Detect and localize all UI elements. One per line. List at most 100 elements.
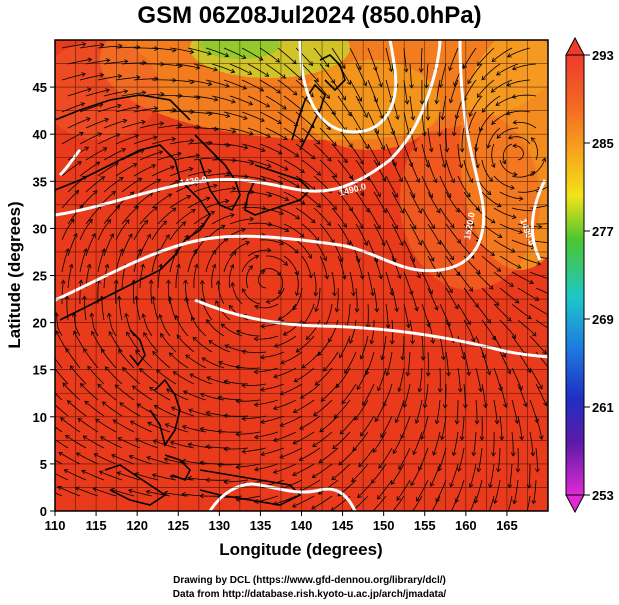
- streamline-arrowhead: [364, 144, 369, 150]
- streamline-arrowhead: [248, 101, 254, 106]
- streamline-arrowhead: [519, 435, 524, 441]
- streamline: [242, 383, 267, 386]
- streamline-arrowhead: [490, 251, 495, 256]
- streamline-arrowhead: [491, 57, 497, 62]
- streamline-arrowhead: [299, 394, 305, 399]
- streamline: [61, 43, 86, 49]
- streamline: [355, 287, 358, 313]
- streamline: [433, 431, 441, 456]
- streamline: [67, 264, 73, 289]
- streamline: [427, 191, 441, 214]
- streamline: [273, 399, 297, 410]
- streamline-arrowhead: [310, 218, 316, 224]
- streamline: [427, 223, 442, 245]
- streamline: [84, 400, 105, 417]
- streamline: [445, 127, 448, 152]
- streamline-arrowhead: [260, 323, 265, 329]
- streamline: [193, 211, 215, 225]
- streamline: [67, 400, 87, 417]
- streamline-arrowhead: [444, 148, 450, 153]
- streamline-arrowhead: [186, 194, 192, 200]
- streamline: [139, 264, 144, 289]
- streamline: [517, 415, 523, 440]
- streamline: [349, 79, 362, 102]
- streamline: [499, 159, 518, 176]
- streamline: [409, 287, 418, 312]
- streamline-arrowhead: [272, 405, 278, 411]
- streamline: [463, 47, 477, 69]
- streamline-arrowhead: [215, 300, 220, 305]
- streamline: [93, 487, 117, 497]
- streamline-arrowhead: [324, 274, 330, 280]
- streamline: [242, 288, 261, 305]
- colorbar: 293 285 277 269 261 253: [565, 36, 614, 514]
- streamline-arrowhead: [124, 59, 129, 64]
- streamline-arrowhead: [151, 473, 157, 478]
- streamline-arrowhead: [260, 270, 266, 275]
- streamline-arrowhead: [351, 477, 356, 483]
- streamline-arrowhead: [241, 349, 247, 355]
- streamline: [385, 271, 393, 296]
- streamline: [229, 95, 253, 105]
- streamline-arrowhead: [226, 142, 231, 148]
- streamline-arrowhead: [228, 304, 234, 310]
- streamline: [511, 207, 536, 212]
- streamline-arrowhead: [348, 174, 354, 180]
- streamline-arrowhead: [163, 490, 169, 496]
- streamline: [57, 486, 81, 497]
- streamline-arrowhead: [188, 167, 194, 172]
- streamline: [121, 121, 146, 129]
- streamline: [398, 367, 405, 392]
- streamline-arrowhead: [322, 256, 328, 262]
- streamline: [79, 132, 102, 145]
- streamline-arrowhead: [73, 330, 78, 336]
- streamline: [277, 111, 298, 127]
- streamline-arrowhead: [64, 434, 70, 440]
- streamline: [370, 320, 375, 344]
- streamline-arrowhead: [515, 468, 521, 473]
- streamline-arrowhead: [60, 279, 66, 284]
- streamline: [60, 417, 81, 433]
- streamline: [469, 95, 483, 117]
- streamline: [467, 63, 483, 84]
- streamline-arrowhead: [249, 160, 255, 166]
- streamline: [75, 487, 99, 497]
- streamline: [295, 207, 316, 223]
- streamline-arrowhead: [211, 263, 217, 269]
- streamline: [493, 303, 512, 322]
- streamline: [55, 473, 69, 481]
- streamline-arrowhead: [534, 296, 540, 301]
- streamline: [349, 47, 362, 70]
- streamline-arrowhead: [57, 485, 62, 491]
- streamline: [421, 175, 433, 198]
- streamline-arrowhead: [490, 88, 496, 93]
- streamline-arrowhead: [372, 448, 377, 453]
- streamline-arrowhead: [350, 508, 353, 511]
- streamline-arrowhead: [467, 79, 472, 85]
- streamline: [64, 469, 87, 481]
- streamline: [135, 438, 159, 449]
- streamline: [142, 313, 153, 337]
- streamline: [301, 127, 321, 145]
- streamline-arrowhead: [249, 216, 255, 222]
- streamline-arrowhead: [412, 224, 417, 230]
- streamline-arrowhead: [316, 171, 322, 176]
- streamline-arrowhead: [86, 263, 92, 269]
- streamline-arrowhead: [332, 444, 337, 450]
- streamline: [241, 255, 259, 273]
- streamline: [507, 47, 531, 58]
- streamline-arrowhead: [430, 482, 435, 487]
- streamline: [306, 319, 321, 340]
- y-tick-label: 40: [33, 127, 47, 142]
- streamline-arrowhead: [414, 306, 419, 312]
- streamline-arrowhead: [468, 112, 473, 118]
- streamline-arrowhead: [451, 131, 457, 137]
- streamline-arrowhead: [79, 383, 85, 388]
- streamline-arrowhead: [417, 387, 423, 393]
- streamline: [493, 335, 506, 358]
- streamline: [58, 452, 81, 465]
- streamline: [457, 367, 461, 392]
- streamline-arrowhead: [542, 401, 548, 407]
- streamline: [118, 349, 135, 369]
- streamline-arrowhead: [117, 73, 123, 79]
